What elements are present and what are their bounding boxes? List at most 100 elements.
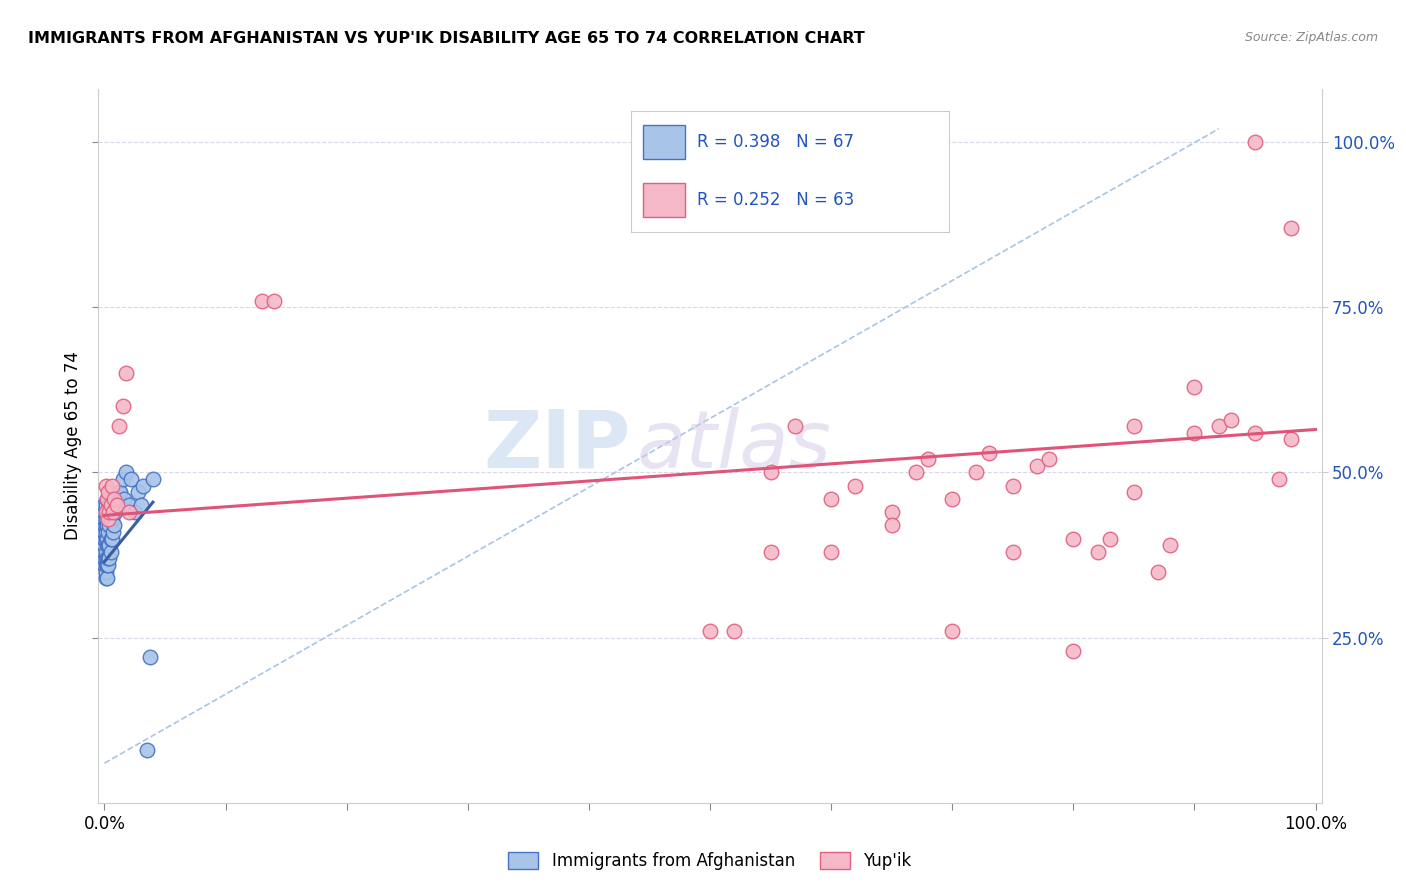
Point bbox=[100, 478, 122, 492]
Point bbox=[94, 524, 117, 539]
Point bbox=[1184, 425, 1206, 440]
Text: Source: ZipAtlas.com: Source: ZipAtlas.com bbox=[1244, 31, 1378, 45]
Point bbox=[142, 472, 165, 486]
Point bbox=[1279, 433, 1302, 447]
Point bbox=[1001, 545, 1024, 559]
Point bbox=[759, 466, 782, 480]
Point bbox=[94, 518, 117, 533]
Point bbox=[104, 505, 127, 519]
Point bbox=[96, 491, 118, 506]
Point bbox=[96, 551, 118, 566]
Point bbox=[103, 518, 125, 533]
Point bbox=[94, 478, 117, 492]
Point bbox=[263, 293, 285, 308]
Point bbox=[108, 485, 131, 500]
Point bbox=[93, 532, 115, 546]
Point bbox=[101, 524, 124, 539]
Point bbox=[100, 511, 122, 525]
Point bbox=[844, 478, 866, 492]
Point bbox=[98, 505, 121, 519]
Point bbox=[94, 558, 117, 572]
Text: ZIP: ZIP bbox=[484, 407, 630, 485]
Point bbox=[1026, 458, 1049, 473]
Point bbox=[94, 511, 117, 525]
Point bbox=[966, 466, 988, 480]
Point bbox=[880, 518, 903, 533]
Point bbox=[96, 571, 118, 585]
Y-axis label: Disability Age 65 to 74: Disability Age 65 to 74 bbox=[63, 351, 82, 541]
Point bbox=[100, 511, 122, 525]
Point bbox=[115, 466, 138, 480]
Point bbox=[820, 491, 842, 506]
Text: IMMIGRANTS FROM AFGHANISTAN VS YUP'IK DISABILITY AGE 65 TO 74 CORRELATION CHART: IMMIGRANTS FROM AFGHANISTAN VS YUP'IK DI… bbox=[28, 31, 865, 46]
Point bbox=[96, 538, 118, 552]
Point bbox=[1122, 485, 1144, 500]
Point bbox=[101, 505, 124, 519]
Point bbox=[115, 367, 138, 381]
Point bbox=[97, 511, 120, 525]
Legend: Immigrants from Afghanistan, Yup'ik: Immigrants from Afghanistan, Yup'ik bbox=[502, 845, 918, 877]
Point bbox=[94, 565, 117, 579]
Point bbox=[96, 532, 118, 546]
Point bbox=[1038, 452, 1060, 467]
Point bbox=[120, 472, 142, 486]
Point bbox=[98, 518, 121, 533]
Point bbox=[941, 624, 963, 638]
Point bbox=[1087, 545, 1109, 559]
Point bbox=[93, 558, 115, 572]
Point bbox=[93, 524, 115, 539]
Point bbox=[1219, 412, 1241, 426]
Point bbox=[699, 624, 721, 638]
Point bbox=[107, 491, 129, 506]
Point bbox=[97, 524, 120, 539]
Point bbox=[1208, 419, 1230, 434]
Point bbox=[93, 505, 115, 519]
Point bbox=[1244, 425, 1267, 440]
Text: atlas: atlas bbox=[637, 407, 831, 485]
Point bbox=[105, 499, 128, 513]
Point bbox=[93, 499, 115, 513]
Point bbox=[1159, 538, 1181, 552]
Point bbox=[94, 532, 117, 546]
Point bbox=[941, 491, 963, 506]
Point bbox=[96, 491, 118, 506]
Point bbox=[112, 491, 135, 506]
Point bbox=[97, 538, 120, 552]
Point bbox=[139, 650, 162, 665]
Point bbox=[977, 445, 1000, 459]
Point bbox=[100, 532, 122, 546]
Point bbox=[100, 499, 122, 513]
Point bbox=[917, 452, 939, 467]
Point bbox=[98, 551, 121, 566]
Point bbox=[94, 545, 117, 559]
Point bbox=[1268, 472, 1291, 486]
Point bbox=[96, 518, 118, 533]
Point bbox=[904, 466, 927, 480]
Point bbox=[124, 505, 146, 519]
Point bbox=[110, 485, 132, 500]
Point bbox=[97, 551, 120, 566]
Point bbox=[97, 511, 120, 525]
Point bbox=[98, 538, 121, 552]
Point bbox=[93, 545, 115, 559]
Point bbox=[880, 505, 903, 519]
Point bbox=[108, 419, 131, 434]
Point bbox=[1184, 379, 1206, 393]
Point bbox=[723, 624, 745, 638]
Point bbox=[100, 491, 122, 506]
Point bbox=[135, 743, 157, 757]
Point bbox=[94, 499, 117, 513]
Point bbox=[96, 558, 118, 572]
Point bbox=[1098, 532, 1121, 546]
Point bbox=[93, 518, 115, 533]
Point bbox=[129, 499, 152, 513]
Point bbox=[103, 491, 125, 506]
Point bbox=[94, 505, 117, 519]
Point bbox=[100, 491, 122, 506]
Point bbox=[93, 511, 115, 525]
Point bbox=[97, 558, 120, 572]
Point bbox=[820, 545, 842, 559]
Point bbox=[98, 499, 121, 513]
Point bbox=[111, 472, 134, 486]
Point bbox=[94, 551, 117, 566]
